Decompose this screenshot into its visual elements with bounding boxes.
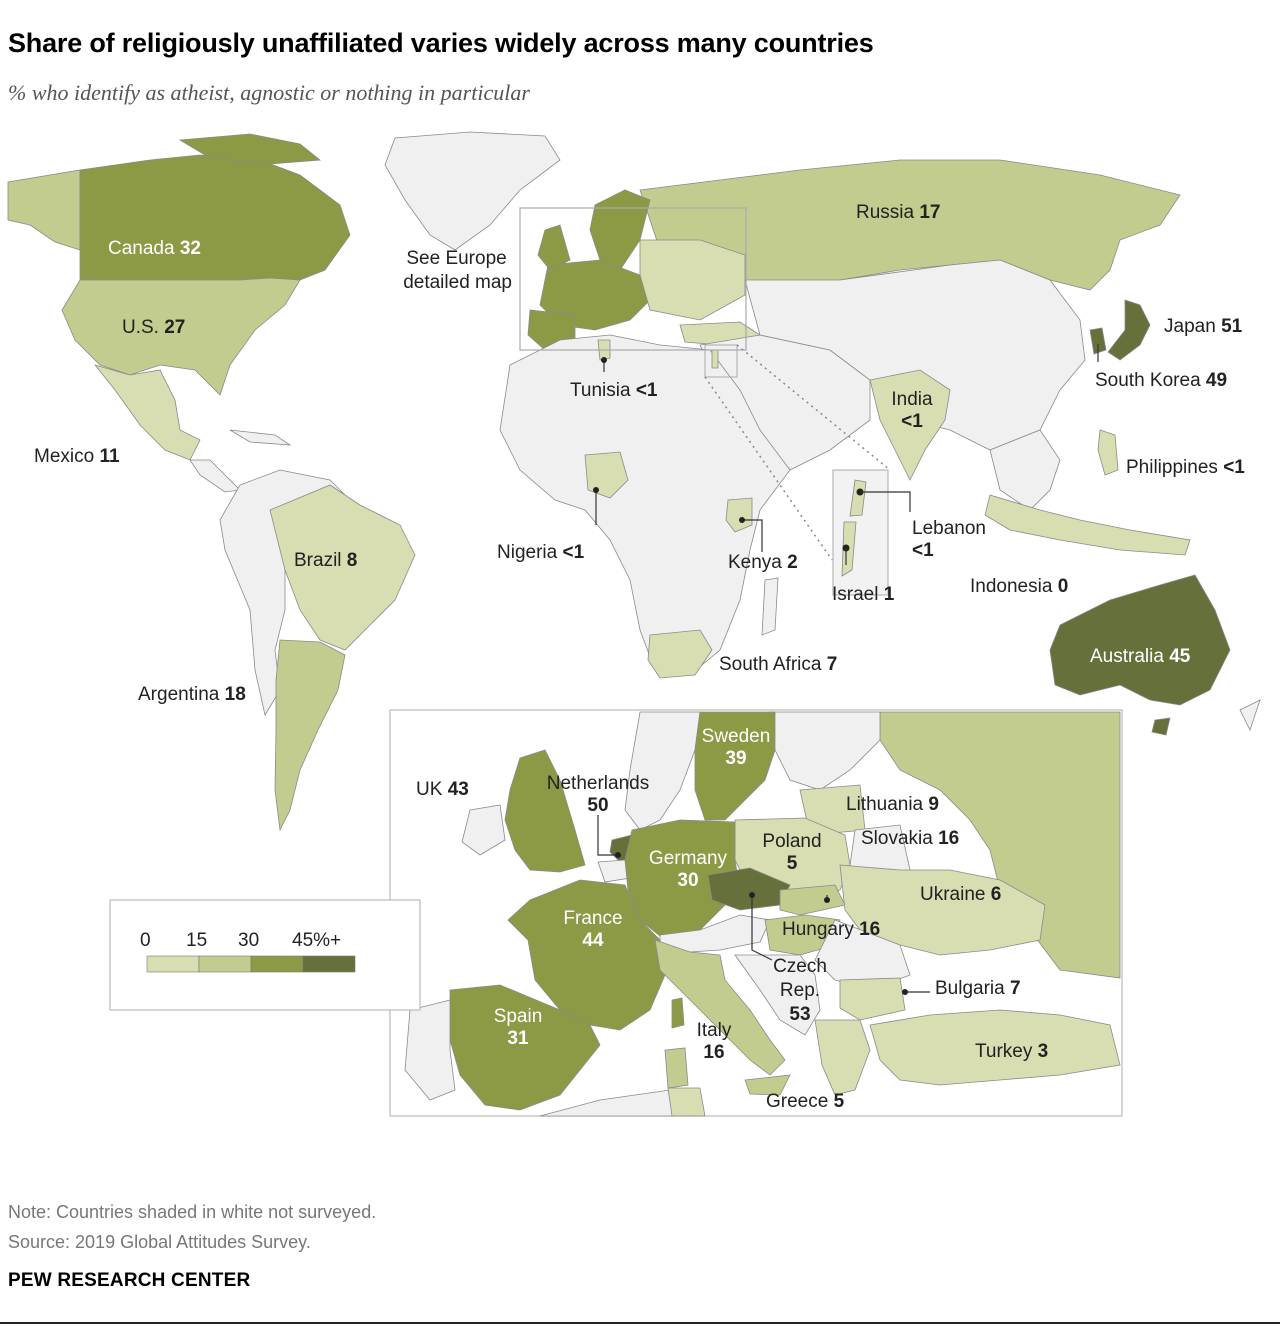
europe-callout-text: See Europe detailed map xyxy=(403,248,512,293)
brazil-shape xyxy=(269,484,416,651)
label-lithuania: Lithuania 9 xyxy=(846,794,939,815)
usa-shape xyxy=(61,277,301,396)
label-argentina: Argentina 18 xyxy=(138,684,246,705)
new-zealand-shape xyxy=(1239,699,1261,732)
scandinavia-shape xyxy=(589,189,651,271)
source-text: Source: 2019 Global Attitudes Survey. xyxy=(8,1232,311,1252)
label-hungary: Hungary 16 xyxy=(782,919,880,940)
label-slovakia: Slovakia 16 xyxy=(861,828,959,849)
chart-subtitle: % who identify as atheist, agnostic or n… xyxy=(8,80,530,105)
nigeria-shape xyxy=(584,451,629,499)
europe-leader-lines xyxy=(597,815,930,993)
label-spain: Spain 31 xyxy=(494,1006,543,1049)
south-africa-shape xyxy=(647,629,713,679)
africa-shape xyxy=(499,334,791,676)
legend-tick-2: 30 xyxy=(238,930,259,951)
label-czech-rep: Czech Rep. 53 xyxy=(773,956,827,1025)
label-philippines: Philippines <1 xyxy=(1126,457,1245,478)
label-japan: Japan 51 xyxy=(1164,316,1243,337)
southeast-asia-shape xyxy=(989,429,1061,511)
legend-tick-0: 0 xyxy=(140,930,151,951)
label-mexico: Mexico 11 xyxy=(34,446,120,467)
label-canada: Canada 32 xyxy=(108,238,201,259)
label-lebanon: Lebanon <1 xyxy=(912,518,986,561)
label-netherlands: Netherlands 50 xyxy=(547,773,649,816)
levant-origin-box xyxy=(704,344,738,378)
label-bulgaria: Bulgaria 7 xyxy=(935,978,1021,999)
legend-tick-3: 45%+ xyxy=(292,930,341,951)
south-korea-shape xyxy=(1089,327,1107,355)
label-tunisia: Tunisia <1 xyxy=(570,380,658,401)
caribbean-shape xyxy=(229,429,292,446)
madagascar-shape xyxy=(761,577,779,636)
label-south-korea: South Korea 49 xyxy=(1095,370,1227,391)
label-brazil: Brazil 8 xyxy=(294,550,357,571)
legend-swatch-3 xyxy=(302,955,356,973)
footer-rule xyxy=(0,1322,1280,1324)
note-text: Note: Countries shaded in white not surv… xyxy=(8,1202,377,1222)
japan-shape xyxy=(1107,299,1151,361)
label-ukraine: Ukraine 6 xyxy=(920,884,1001,905)
indonesia-shape xyxy=(984,494,1191,556)
india-shape xyxy=(869,369,951,481)
legend-swatch-0 xyxy=(146,955,200,973)
south-america-west-shape xyxy=(219,469,346,717)
label-turkey: Turkey 3 xyxy=(975,1041,1048,1062)
label-russia: Russia 17 xyxy=(856,202,941,223)
label-australia: Australia 45 xyxy=(1090,646,1191,667)
europe-callout-box xyxy=(519,207,747,351)
legend-swatch-1 xyxy=(198,955,252,973)
label-sweden: Sweden 39 xyxy=(702,726,771,769)
label-kenya: Kenya 2 xyxy=(728,552,798,573)
canada-islands-shape xyxy=(178,133,322,165)
levant-dotted-line-2 xyxy=(704,376,833,561)
australia-shape xyxy=(1049,574,1231,706)
central-america-shape xyxy=(189,459,241,493)
mexico-shape xyxy=(93,364,201,461)
legend-tick-1: 15 xyxy=(186,930,207,951)
uk-shape xyxy=(537,224,571,271)
label-france: France 44 xyxy=(563,908,622,951)
tasmania-shape xyxy=(1151,717,1171,736)
world-marker-dots xyxy=(593,357,745,523)
legend-swatch-2 xyxy=(250,955,304,973)
label-nigeria: Nigeria <1 xyxy=(497,542,585,563)
label-us: U.S. 27 xyxy=(122,317,185,338)
label-uk: UK 43 xyxy=(416,779,469,800)
label-germany: Germany 30 xyxy=(649,848,728,891)
label-south-africa: South Africa 7 xyxy=(719,654,837,675)
label-india: India <1 xyxy=(891,389,933,432)
argentina-shape xyxy=(274,639,346,832)
alaska-shape xyxy=(7,169,81,251)
europe-detail-map: 0 15 30 45%+ Sweden 39 UK 43 Netherlands 5… xyxy=(109,709,1123,1117)
brand-logo-text: PEW RESEARCH CENTER xyxy=(8,1270,251,1291)
label-italy: Italy 16 xyxy=(697,1020,732,1063)
kenya-shape xyxy=(725,497,753,533)
world-map: See Europe detailed map Canada 32 U.S. 2… xyxy=(7,131,1261,1117)
central-asia-shape xyxy=(744,259,1086,451)
label-israel: Israel 1 xyxy=(832,584,895,605)
color-legend: 0 15 30 45%+ xyxy=(109,899,421,1011)
levant-shape xyxy=(711,349,719,369)
label-poland: Poland 5 xyxy=(762,831,821,874)
chart-title: Share of religiously unaffiliated varies… xyxy=(8,28,874,58)
levant-inset xyxy=(832,469,889,596)
canada-shape xyxy=(79,154,351,281)
europe-marker-dots xyxy=(615,852,908,995)
greenland-shape xyxy=(384,131,561,251)
label-greece: Greece 5 xyxy=(766,1091,845,1112)
label-indonesia: Indonesia 0 xyxy=(970,576,1068,597)
philippines-shape xyxy=(1097,429,1119,476)
eastern-europe-shape xyxy=(639,239,746,321)
